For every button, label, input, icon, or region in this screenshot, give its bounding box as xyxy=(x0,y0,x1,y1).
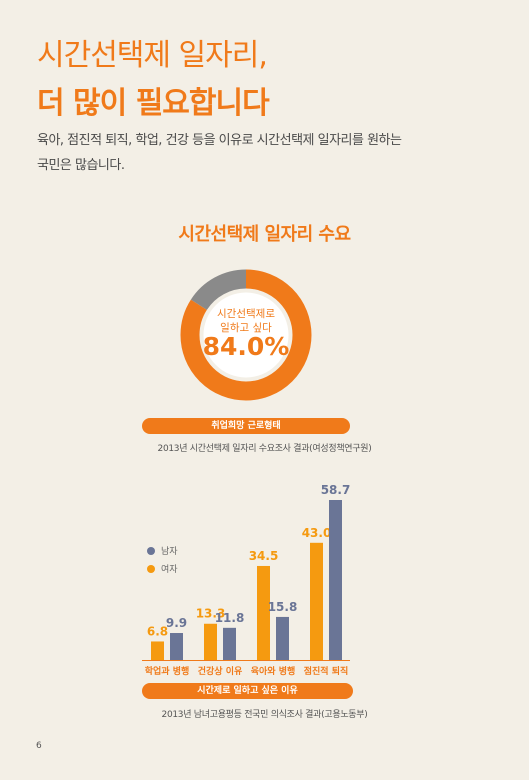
category-label-2: 육아와 병행 xyxy=(251,665,296,677)
donut-slice-1 xyxy=(180,269,312,401)
category-label-3: 점진적 퇴직 xyxy=(304,665,349,677)
donut-label-line2: 일하고 싶다 xyxy=(220,322,272,334)
bar-3-1 xyxy=(329,500,342,660)
bar-value-label-2-1: 15.8 xyxy=(268,600,298,614)
headline-line2: 더 많이 필요합니다 xyxy=(37,86,270,121)
bar-0-0 xyxy=(151,641,164,660)
donut-label-line1: 시간선택제로 xyxy=(217,308,275,320)
category-label-1: 건강상 이유 xyxy=(198,665,243,677)
bar-2-1 xyxy=(276,616,289,660)
donut-source: 2013년 시간선택제 일자리 수요조사 결과(여성정책연구원) xyxy=(157,444,372,454)
bar-2-0 xyxy=(257,565,270,660)
legend-label-female: 여자 xyxy=(161,565,178,575)
legend-label-male: 남자 xyxy=(161,547,178,557)
page-number: 6 xyxy=(36,741,42,751)
bar-value-label-1-1: 11.8 xyxy=(215,611,245,625)
donut-center xyxy=(203,292,289,378)
bar-1-1 xyxy=(223,627,236,660)
legend-swatch-female xyxy=(147,565,155,573)
intro-line1: 육아, 점진적 퇴직, 학업, 건강 등을 이유로 시간선택제 일자리를 원하는 xyxy=(37,133,402,148)
legend-item-female: 여자 xyxy=(147,562,178,575)
category-label-0: 학업과 병행 xyxy=(145,665,190,677)
bar-value-label-3-1: 58.7 xyxy=(321,483,351,497)
bar-caption-pill: 시간제로 일하고 싶은 이유 xyxy=(142,683,353,699)
bar-value-label-1-0: 13.3 xyxy=(196,607,226,621)
headline-line1: 시간선택제 일자리, xyxy=(37,38,268,73)
donut-chart xyxy=(180,269,312,401)
bar-value-label-0-1: 9.9 xyxy=(166,616,187,630)
legend-item-male: 남자 xyxy=(147,544,178,557)
donut-section-title: 시간선택제 일자리 수요 xyxy=(178,224,351,245)
bar-0-1 xyxy=(170,633,183,660)
donut-caption-pill: 취업희망 근로형태 xyxy=(142,418,350,434)
intro-text: 육아, 점진적 퇴직, 학업, 건강 등을 이유로 시간선택제 일자리를 원하는… xyxy=(37,128,477,178)
bar-value-label-3-0: 43.0 xyxy=(302,526,332,540)
intro-line2: 국민은 많습니다. xyxy=(37,158,125,173)
bar-value-label-0-0: 6.8 xyxy=(147,624,168,638)
bar-source: 2013년 남녀고용평등 전국민 의식조사 결과(고용노동부) xyxy=(161,710,368,720)
bar-chart: 6.89.9 학업과 병행 13.311.8 건강상 이유 34.5 15.8 육아와 병행… xyxy=(142,483,351,677)
bar-1-0 xyxy=(204,623,217,660)
bar-value-label-2-0: 34.5 xyxy=(249,549,279,563)
donut-value: 84.0% xyxy=(202,332,290,361)
bar-3-0 xyxy=(310,542,323,660)
legend-swatch-male xyxy=(147,547,155,555)
